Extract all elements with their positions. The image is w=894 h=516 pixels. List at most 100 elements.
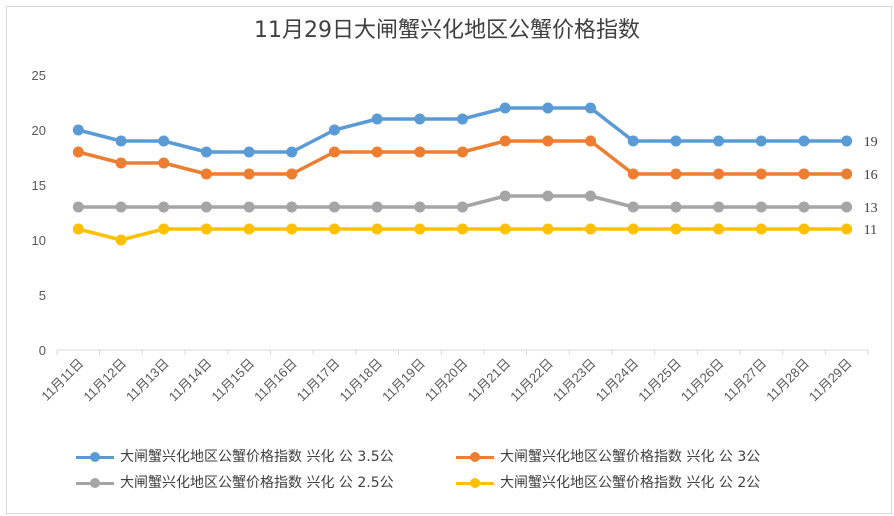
data-label-series-4: 11: [864, 223, 877, 238]
data-point: [542, 223, 554, 235]
data-point: [328, 201, 340, 213]
x-tick-label: 11月23日: [550, 356, 599, 405]
data-point: [713, 223, 725, 235]
x-tick-label: 11月20日: [422, 356, 471, 405]
data-point: [200, 168, 212, 180]
data-point: [755, 223, 767, 235]
data-point: [798, 135, 810, 147]
data-point: [286, 223, 298, 235]
legend-label-series-3: 大闸蟹兴化地区公蟹价格指数 兴化 公 2.5公: [120, 475, 394, 491]
data-point: [585, 102, 597, 114]
legend-label-series-4: 大闸蟹兴化地区公蟹价格指数 兴化 公 2公: [500, 475, 761, 491]
x-tick-label: 11月28日: [763, 356, 812, 405]
chart-area: [6, 6, 892, 514]
data-point: [670, 135, 682, 147]
data-point: [158, 135, 170, 147]
data-point: [72, 201, 84, 213]
data-point: [542, 135, 554, 147]
data-point: [371, 223, 383, 235]
x-tick-label: 11月15日: [208, 356, 257, 405]
x-tick-label: 11月21日: [465, 356, 514, 405]
data-point: [841, 135, 853, 147]
y-tick-label: 20: [32, 123, 46, 138]
data-point: [243, 201, 255, 213]
data-point: [243, 168, 255, 180]
y-tick-label: 0: [39, 343, 46, 358]
data-point: [200, 201, 212, 213]
x-tick-label: 11月25日: [635, 356, 684, 405]
data-point: [585, 190, 597, 202]
data-point: [371, 201, 383, 213]
data-point: [200, 146, 212, 158]
data-point: [627, 201, 639, 213]
data-point: [200, 223, 212, 235]
data-point: [115, 157, 127, 169]
data-point: [798, 223, 810, 235]
data-label-series-2: 16: [864, 168, 878, 183]
legend-swatch-series-3: [76, 478, 114, 488]
data-point: [72, 124, 84, 136]
legend-label-series-2: 大闸蟹兴化地区公蟹价格指数 兴化 公 3公: [500, 449, 761, 465]
data-point: [414, 201, 426, 213]
legend-label-series-1: 大闸蟹兴化地区公蟹价格指数 兴化 公 3.5公: [120, 449, 394, 465]
x-tick-label: 11月16日: [251, 356, 300, 405]
data-point: [286, 201, 298, 213]
data-point: [670, 201, 682, 213]
data-point: [328, 146, 340, 158]
data-point: [841, 168, 853, 180]
data-point: [798, 201, 810, 213]
x-tick-label: 11月11日: [38, 356, 86, 404]
data-point: [542, 102, 554, 114]
data-point: [755, 168, 767, 180]
data-point: [371, 146, 383, 158]
x-tick-label: 11月18日: [336, 356, 385, 405]
data-point: [457, 146, 468, 158]
data-point: [713, 168, 725, 180]
data-point: [457, 201, 468, 213]
x-tick-label: 11月17日: [294, 356, 343, 405]
data-point: [115, 201, 127, 213]
legend-swatch-series-1: [76, 452, 114, 462]
x-tick-label: 11月26日: [678, 356, 727, 405]
data-point: [115, 234, 127, 246]
data-point: [371, 113, 383, 125]
y-tick-label: 5: [39, 288, 46, 303]
data-point: [713, 201, 725, 213]
data-point: [627, 168, 639, 180]
data-point: [72, 223, 84, 235]
data-point: [158, 201, 170, 213]
data-point: [585, 135, 597, 147]
data-point: [798, 168, 810, 180]
data-point: [627, 135, 639, 147]
data-point: [286, 146, 298, 158]
legend-swatch-series-4: [456, 478, 494, 488]
data-point: [72, 146, 84, 158]
data-point: [414, 113, 426, 125]
data-label-series-1: 19: [864, 135, 878, 150]
data-point: [158, 223, 170, 235]
chart-title: 11月29日大闸蟹兴化地区公蟹价格指数: [254, 18, 640, 43]
data-point: [457, 113, 468, 125]
data-point: [841, 223, 853, 235]
data-point: [841, 201, 853, 213]
data-point: [414, 223, 426, 235]
data-point: [158, 157, 170, 169]
data-point: [755, 135, 767, 147]
x-tick-label: 11月22日: [507, 356, 556, 405]
data-point: [713, 135, 725, 147]
x-tick-label: 11月12日: [80, 356, 129, 405]
data-point: [243, 146, 255, 158]
data-point: [328, 223, 340, 235]
data-label-series-3: 13: [864, 201, 878, 216]
data-point: [585, 223, 597, 235]
data-point: [414, 146, 426, 158]
legend-swatch-series-2: [456, 452, 494, 462]
data-point: [755, 201, 767, 213]
data-point: [328, 124, 340, 136]
data-point: [499, 190, 511, 202]
data-point: [542, 190, 554, 202]
data-point: [499, 102, 511, 114]
y-tick-label: 25: [32, 68, 46, 83]
data-point: [670, 223, 682, 235]
